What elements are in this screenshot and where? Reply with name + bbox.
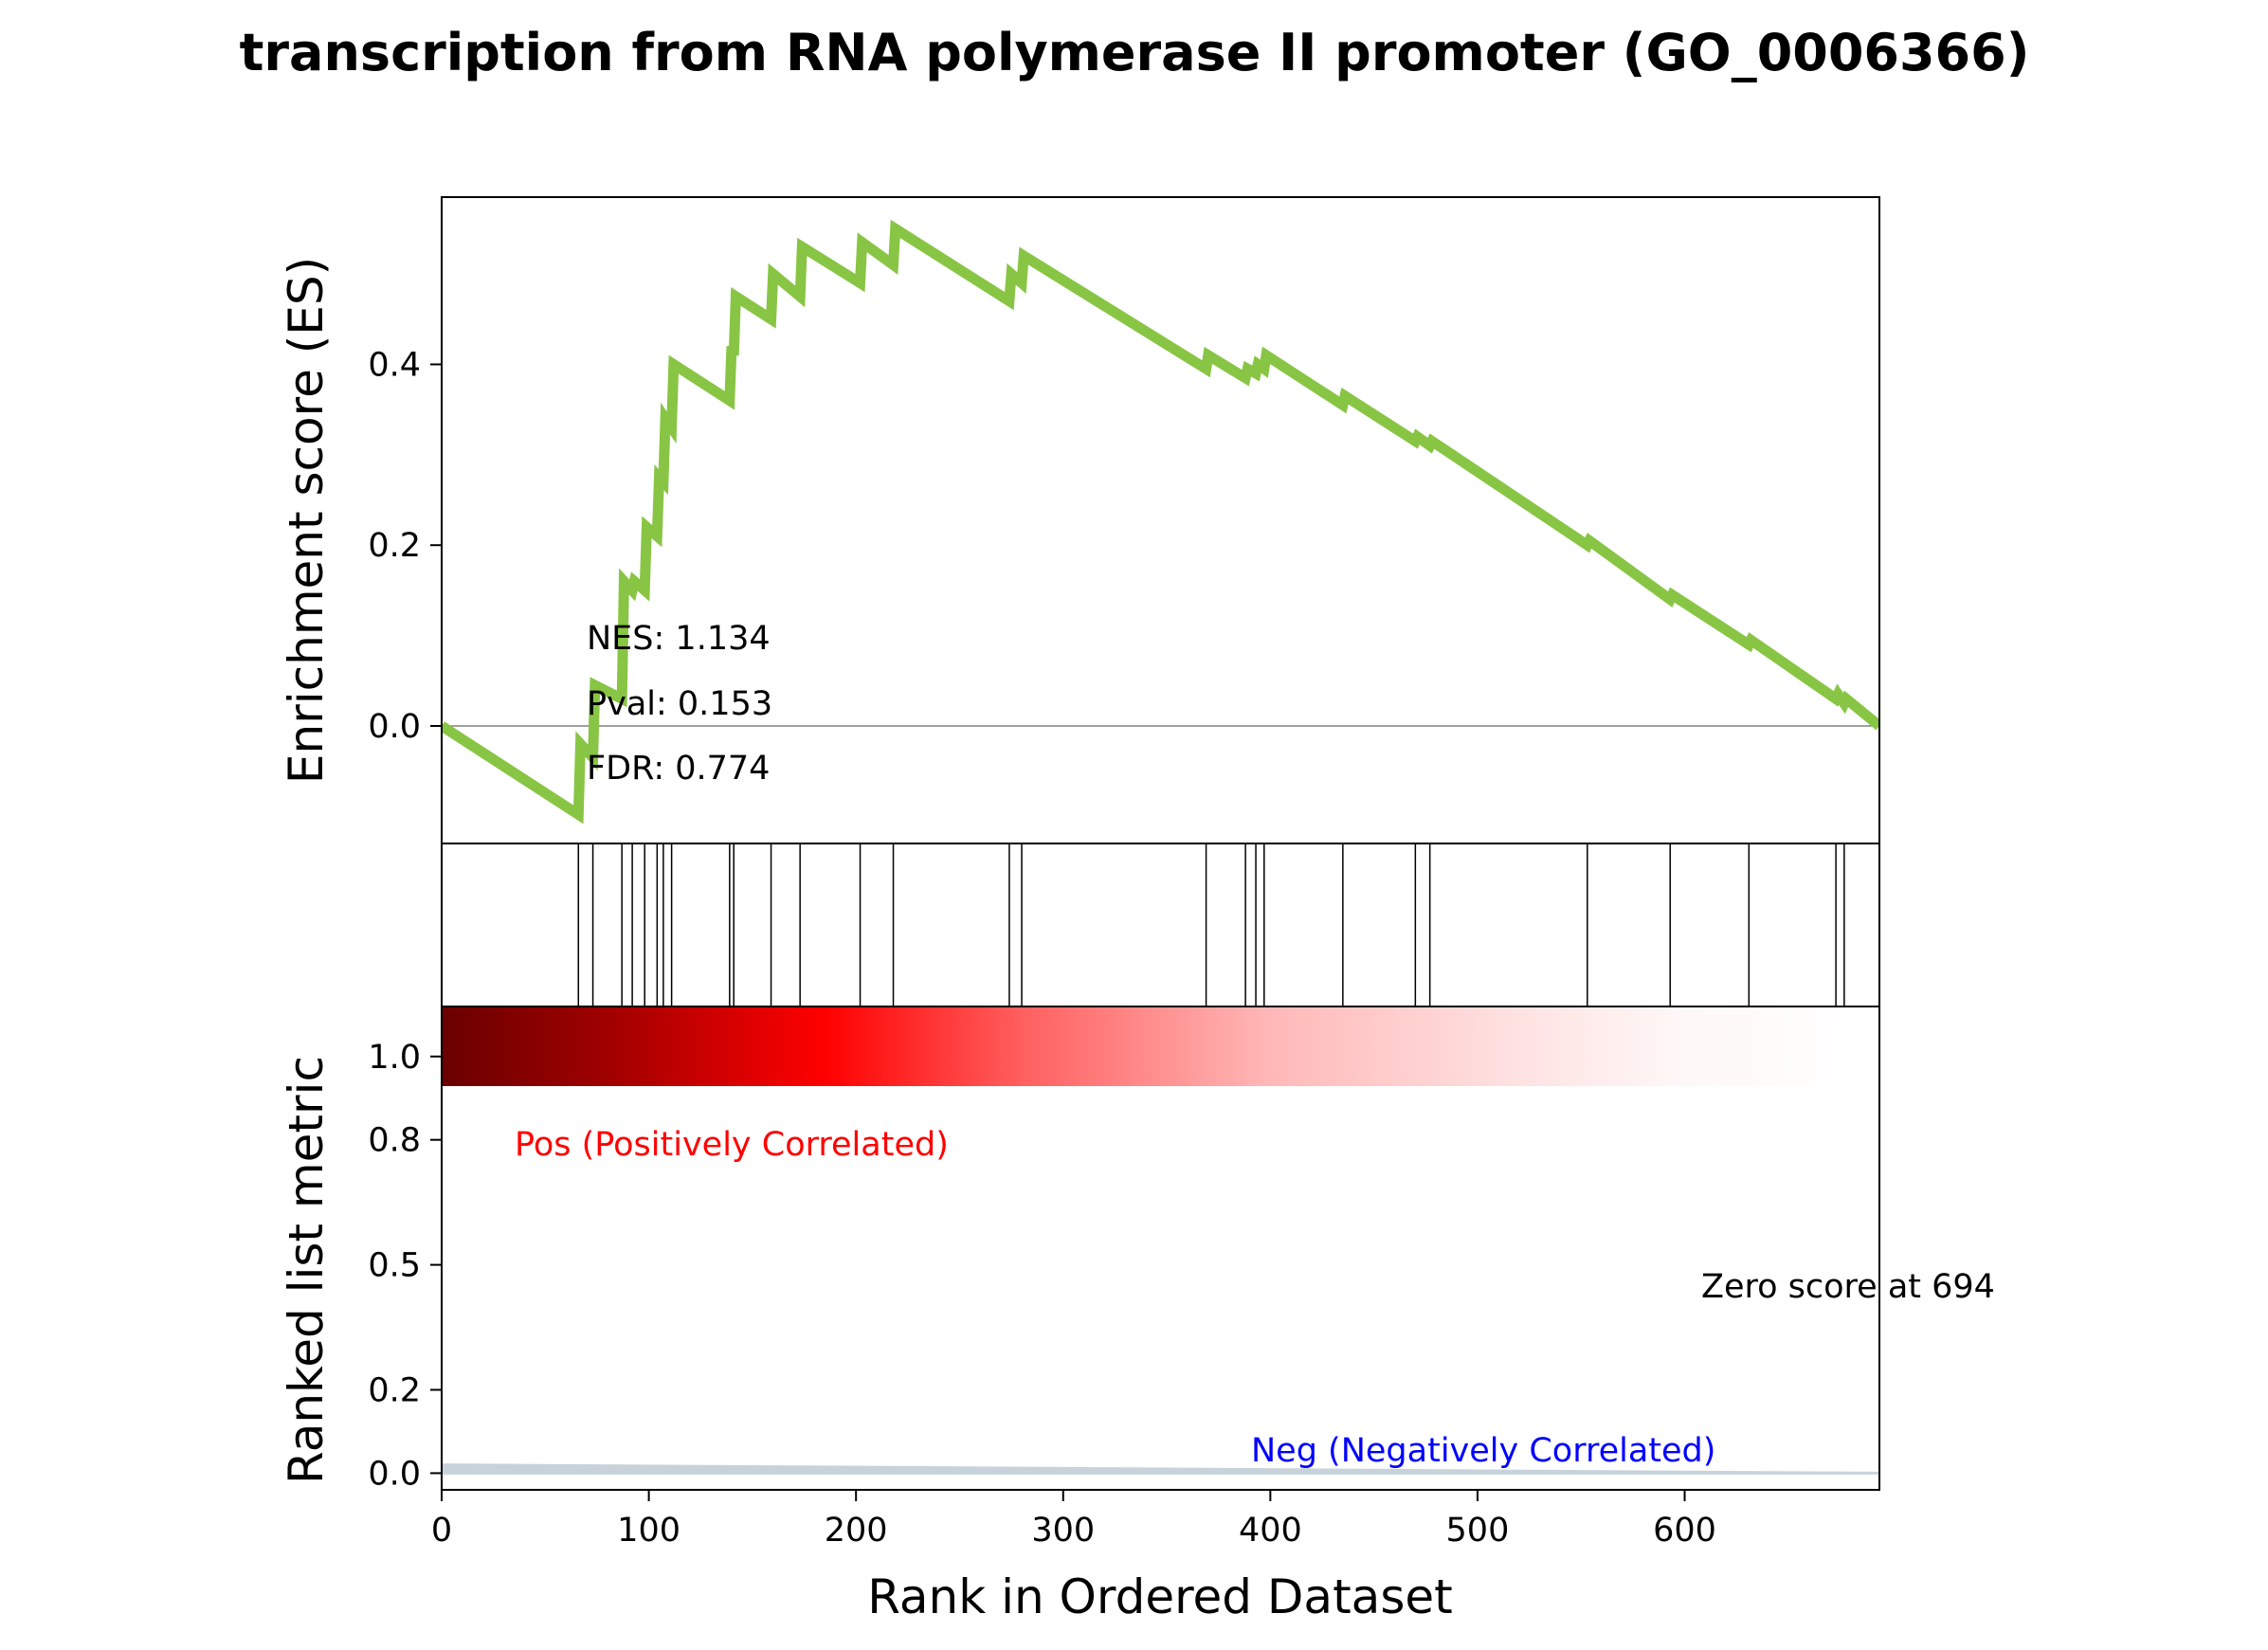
es-y-ticks: 0.0 0.2 0.4 [368, 346, 442, 746]
x-tick-label: 500 [1446, 1512, 1510, 1550]
rank-heatmap-bar [442, 1006, 1879, 1086]
zero-score-label: Zero score at 694 [1701, 1268, 1995, 1306]
metric-y-tick-label: 0.0 [368, 1455, 421, 1493]
x-tick-label: 400 [1239, 1512, 1302, 1550]
chart-title: transcription from RNA polymerase II pro… [240, 23, 2030, 82]
metric-y-axis-label: Ranked list metric [279, 1056, 334, 1484]
metric-y-tick-label: 0.8 [368, 1122, 421, 1160]
es-curve [442, 219, 1879, 825]
metric-y-tick-label: 1.0 [368, 1039, 421, 1077]
metric-panel-frame [441, 1006, 1880, 1491]
es-stats: NES: 1.134 Pval: 0.153 FDR: 0.774 [587, 620, 772, 788]
es-stat-label: NES: 1.134 [587, 620, 771, 658]
x-tick-label: 100 [617, 1512, 680, 1550]
metric-y-tick-label: 0.2 [368, 1371, 421, 1409]
x-axis-ticks: 0 100 200 300 400 500 600 [431, 1490, 1716, 1550]
x-tick-label: 200 [825, 1512, 888, 1550]
metric-y-tick-label: 0.5 [368, 1247, 421, 1285]
x-tick-label: 600 [1653, 1512, 1716, 1550]
x-tick-label: 0 [431, 1512, 452, 1550]
es-y-tick-label: 0.0 [368, 708, 421, 746]
es-stat-label: Pval: 0.153 [587, 685, 772, 723]
hits-panel [441, 843, 1880, 1007]
es-stat-label: FDR: 0.774 [587, 750, 770, 788]
pos-correlated-label: Pos (Positively Correlated) [515, 1126, 949, 1164]
es-y-tick-label: 0.4 [368, 346, 421, 384]
es-y-axis-label: Enrichment score (ES) [279, 257, 334, 784]
neg-correlated-label: Neg (Negatively Correlated) [1251, 1432, 1715, 1470]
hit-lines [577, 843, 1845, 1006]
x-tick-label: 300 [1031, 1512, 1095, 1550]
metric-y-ticks: 0.0 0.2 0.5 0.8 1.0 [368, 1039, 442, 1493]
metric-panel: 0.0 0.2 0.5 0.8 1.0 Pos (Positively Correlat… [279, 1006, 1995, 1493]
metric-area [442, 1463, 1879, 1475]
x-axis-label: Rank in Ordered Dataset [867, 1569, 1452, 1624]
es-y-tick-label: 0.2 [368, 527, 421, 565]
es-panel: 0.0 0.2 0.4 NES: 1.134 Pval: 0.153 FDR: 0.77… [279, 196, 1880, 844]
